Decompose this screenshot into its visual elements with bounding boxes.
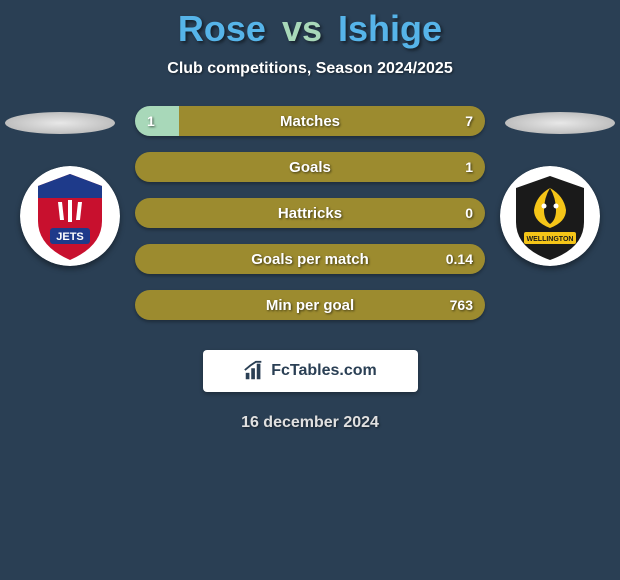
stat-right-value: 1 [453,152,485,182]
team-crest-right: WELLINGTON [500,166,600,266]
stat-right-value: 763 [438,290,485,320]
stat-row-goals-per-match: Goals per match 0.14 [135,244,485,274]
stat-label: Hattricks [135,198,485,228]
comparison-arena: JETS WELLINGTON 1 Matches 7 Goals 1 [0,106,620,336]
stat-label: Goals per match [135,244,485,274]
svg-text:WELLINGTON: WELLINGTON [527,236,574,243]
brand-text: FcTables.com [271,362,377,380]
pedestal-left [5,112,115,134]
player1-name: Rose [178,8,266,49]
stat-row-goals: Goals 1 [135,152,485,182]
stat-bars: 1 Matches 7 Goals 1 Hattricks 0 Goals pe… [135,106,485,336]
stat-label: Matches [135,106,485,136]
bar-chart-icon [243,360,265,382]
player2-name: Ishige [338,8,442,49]
stat-right-value: 0.14 [434,244,485,274]
brand-box: FcTables.com [203,350,418,392]
team-crest-left: JETS [20,166,120,266]
stat-row-min-per-goal: Min per goal 763 [135,290,485,320]
newcastle-jets-icon: JETS [20,166,120,266]
competition-subtitle: Club competitions, Season 2024/2025 [0,60,620,78]
stat-label: Min per goal [135,290,485,320]
vs-separator: vs [282,8,322,49]
comparison-title: Rose vs Ishige [0,0,620,50]
svg-text:JETS: JETS [56,231,84,243]
stat-row-hattricks: Hattricks 0 [135,198,485,228]
snapshot-date: 16 december 2024 [0,414,620,432]
pedestal-right [505,112,615,134]
stat-row-matches: 1 Matches 7 [135,106,485,136]
stat-right-value: 7 [453,106,485,136]
stat-right-value: 0 [453,198,485,228]
wellington-phoenix-icon: WELLINGTON [500,166,600,266]
stat-label: Goals [135,152,485,182]
